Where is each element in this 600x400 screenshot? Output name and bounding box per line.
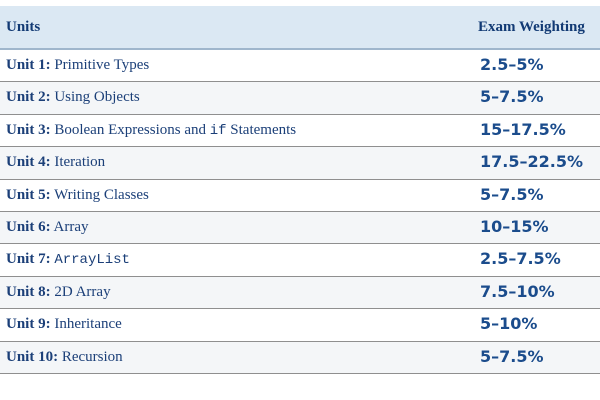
- unit-title: Iteration: [50, 154, 106, 171]
- unit-title: Array: [50, 218, 89, 235]
- unit-number: Unit 5:: [6, 186, 51, 203]
- unit-title: Inheritance: [50, 316, 122, 333]
- exam-weighting-column-header: Exam Weighting: [478, 19, 585, 35]
- unit-name: Unit 1: Primitive Types: [6, 57, 149, 74]
- table-row: Unit 4: Iteration 17.5–22.5%: [0, 147, 600, 180]
- exam-weighting-value: 10–15%: [480, 216, 549, 236]
- exam-weighting-value: 5–7.5%: [480, 87, 544, 107]
- units-column-header: Units: [6, 19, 41, 35]
- unit-name: Unit 6: Array: [6, 219, 89, 236]
- exam-weighting-value: 5–7.5%: [480, 346, 544, 366]
- exam-weighting-value: 2.5–5%: [480, 55, 544, 74]
- unit-number: Unit 8:: [6, 283, 51, 300]
- unit-title: Recursion: [58, 348, 123, 365]
- unit-number: Unit 4:: [6, 154, 51, 171]
- unit-name: Unit 10: Recursion: [6, 349, 123, 366]
- unit-number: Unit 10:: [6, 348, 59, 365]
- table-row: Unit 3: Boolean Expressions and if State…: [0, 114, 600, 148]
- unit-name: Unit 3: Boolean Expressions and if State…: [6, 122, 296, 139]
- unit-number: Unit 6:: [6, 218, 51, 235]
- unit-name: Unit 7: ArrayList: [6, 251, 130, 268]
- unit-title: Writing Classes: [50, 186, 149, 203]
- exam-weighting-table: Units Exam Weighting Unit 1: Primitive T…: [0, 6, 600, 374]
- table-row: Unit 6: Array 10–15%: [0, 211, 600, 245]
- exam-weighting-value: 15–17.5%: [480, 119, 566, 139]
- table-row: Unit 1: Primitive Types 2.5–5%: [0, 50, 600, 83]
- unit-number: Unit 3:: [6, 121, 51, 138]
- unit-title-code: ArrayList: [54, 252, 130, 269]
- exam-weighting-value: 7.5–10%: [480, 281, 555, 301]
- unit-number: Unit 2:: [6, 89, 51, 106]
- unit-name: Unit 5: Writing Classes: [6, 187, 149, 204]
- unit-name: Unit 9: Inheritance: [6, 316, 122, 333]
- exam-weighting-value: 5–7.5%: [480, 184, 544, 204]
- exam-weighting-value: 17.5–22.5%: [480, 152, 583, 172]
- table-row: Unit 7: ArrayList 2.5–7.5%: [0, 244, 600, 277]
- unit-number: Unit 1:: [6, 57, 51, 73]
- table-row: Unit 8: 2D Array 7.5–10%: [0, 276, 600, 310]
- unit-title: 2D Array: [50, 283, 111, 300]
- table-row: Unit 10: Recursion 5–7.5%: [0, 341, 600, 374]
- table-body: Unit 1: Primitive Types 2.5–5% Unit 2: Usi…: [0, 50, 600, 374]
- unit-title: Primitive Types: [50, 57, 150, 73]
- unit-title: Using Objects: [50, 89, 140, 106]
- unit-number: Unit 7:: [6, 251, 51, 268]
- unit-title-suffix: Statements: [226, 121, 297, 138]
- table-header: Units Exam Weighting: [0, 6, 600, 50]
- unit-name: Unit 8: 2D Array: [6, 284, 111, 301]
- unit-name: Unit 4: Iteration: [6, 154, 105, 171]
- unit-title-code: if: [209, 122, 227, 139]
- table-row: Unit 2: Using Objects 5–7.5%: [0, 82, 600, 115]
- unit-name: Unit 2: Using Objects: [6, 89, 140, 106]
- unit-title: Boolean Expressions and: [50, 121, 210, 138]
- table-row: Unit 5: Writing Classes 5–7.5%: [0, 179, 600, 212]
- unit-number: Unit 9:: [6, 316, 51, 333]
- exam-weighting-value: 2.5–7.5%: [480, 249, 561, 269]
- table-row: Unit 9: Inheritance 5–10%: [0, 309, 600, 342]
- exam-weighting-value: 5–10%: [480, 314, 538, 334]
